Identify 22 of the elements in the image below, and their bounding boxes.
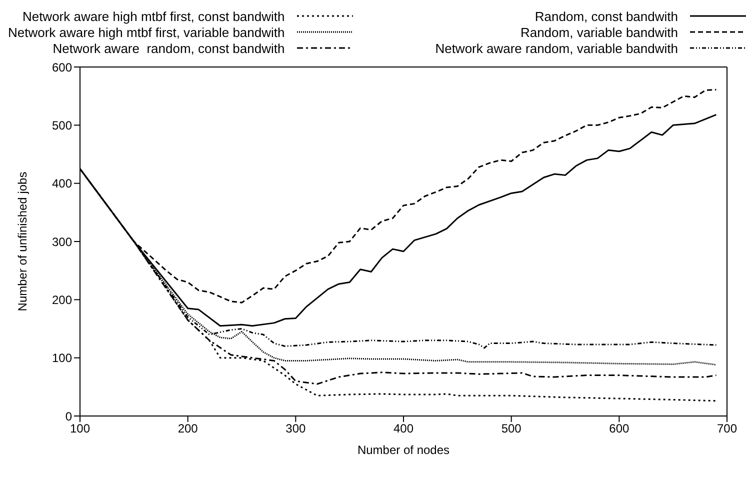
y-tick-label: 100 xyxy=(52,351,72,366)
x-tick-label: 500 xyxy=(501,422,522,436)
y-tick-label: 500 xyxy=(52,118,72,132)
x-tick-label: 700 xyxy=(716,422,738,436)
x-tick-label: 400 xyxy=(393,422,414,436)
legend-label: Random, variable bandwith xyxy=(520,24,678,40)
y-tick-label: 400 xyxy=(52,176,72,191)
x-tick-label: 600 xyxy=(609,422,630,436)
x-axis-title: Number of nodes xyxy=(357,443,450,457)
y-tick-label: 0 xyxy=(65,409,72,424)
legend-label: Network aware high mtbf first, const bandwith xyxy=(22,8,285,24)
x-tick-label: 200 xyxy=(178,422,198,436)
legend-label: Network aware random, variable bandwith xyxy=(435,40,678,56)
y-tick-label: 300 xyxy=(52,234,72,249)
y-axis-title: Number of unfinished jobs xyxy=(15,172,30,312)
x-tick-label: 100 xyxy=(70,422,90,436)
x-tick-label: 300 xyxy=(286,422,306,436)
y-tick-label: 600 xyxy=(52,60,72,74)
legend-label: Random, const bandwith xyxy=(534,8,678,24)
legend-label: Network aware high mtbf first, variable bandwith xyxy=(8,24,285,40)
y-tick-label: 200 xyxy=(52,292,72,307)
legend-label: Network aware random, const bandwith xyxy=(52,40,285,56)
